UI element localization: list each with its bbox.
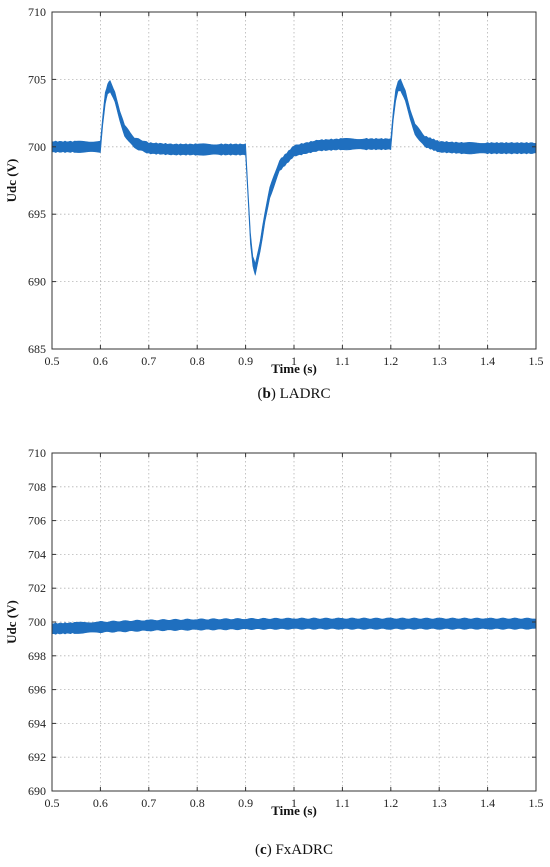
x-tick-label: 0.5 xyxy=(45,354,60,368)
x-tick-label: 1.2 xyxy=(383,796,398,810)
y-tick-label: 694 xyxy=(28,716,46,730)
series-layer xyxy=(51,617,537,635)
x-tick-label: 0.5 xyxy=(45,796,60,810)
caption-letter: c xyxy=(260,842,267,858)
y-tick-label: 702 xyxy=(28,581,46,595)
x-tick-label: 1 xyxy=(291,796,297,810)
x-tick-label: 0.9 xyxy=(238,796,253,810)
y-tick-label: 695 xyxy=(28,207,46,221)
y-tick-label: 692 xyxy=(28,750,46,764)
y-tick-label: 700 xyxy=(28,615,46,629)
y-tick-label: 706 xyxy=(28,514,46,528)
x-tick-label: 0.7 xyxy=(141,796,156,810)
x-tick-label: 0.7 xyxy=(141,354,156,368)
y-tick-label: 700 xyxy=(28,140,46,154)
y-tick-label: 710 xyxy=(28,446,46,460)
axis-ticks: 0.5 0.6 0.7 0.8 0.9 1 1.1 1.2 1.3 1.4 1.5 690 692 694… xyxy=(28,446,544,810)
y-tick-label: 698 xyxy=(28,649,46,663)
y-tick-label: 685 xyxy=(28,342,46,356)
caption-text: FxADRC xyxy=(275,842,333,858)
y-tick-label: 708 xyxy=(28,480,46,494)
caption-letter: b xyxy=(263,386,271,402)
y-tick-label: 704 xyxy=(28,547,46,561)
x-tick-label: 0.8 xyxy=(190,796,205,810)
y-axis-label: Udc (V) xyxy=(4,159,19,203)
y-tick-label: 690 xyxy=(28,275,46,289)
chart-panel-ladrc: 0.5 0.6 0.7 0.8 0.9 1 1.1 1.2 1.3 1.4 1.5 685 690 695… xyxy=(4,5,544,402)
x-tick-label: 0.6 xyxy=(93,796,108,810)
y-tick-label: 705 xyxy=(28,72,46,86)
x-tick-label: 0.8 xyxy=(190,354,205,368)
x-tick-label: 0.6 xyxy=(93,354,108,368)
y-axis-label: Udc (V) xyxy=(4,600,19,644)
panel-caption: (b) LADRC xyxy=(258,386,331,402)
caption-text: LADRC xyxy=(280,386,331,402)
x-tick-label: 0.9 xyxy=(238,354,253,368)
x-tick-label: 1.5 xyxy=(529,354,544,368)
panel-caption: (c) FxADRC xyxy=(255,842,333,858)
x-tick-label: 1.5 xyxy=(529,796,544,810)
y-tick-label: 710 xyxy=(28,5,46,19)
x-tick-label: 1.4 xyxy=(480,796,495,810)
x-tick-label: 1 xyxy=(291,354,297,368)
y-tick-label: 696 xyxy=(28,683,46,697)
x-axis-label: Time (s) xyxy=(271,361,317,376)
series-line xyxy=(51,617,537,635)
grid-lines xyxy=(52,12,536,349)
chart-panel-fxadrc: 0.5 0.6 0.7 0.8 0.9 1 1.1 1.2 1.3 1.4 1.5 690 692 694… xyxy=(4,446,544,858)
x-axis-label: Time (s) xyxy=(271,803,317,818)
x-tick-label: 1.3 xyxy=(432,796,447,810)
x-tick-label: 1.2 xyxy=(383,354,398,368)
x-tick-label: 1.3 xyxy=(432,354,447,368)
axis-ticks: 0.5 0.6 0.7 0.8 0.9 1 1.1 1.2 1.3 1.4 1.5 685 690 695… xyxy=(28,5,544,368)
x-tick-label: 1.4 xyxy=(480,354,495,368)
x-tick-label: 1.1 xyxy=(335,354,350,368)
x-tick-label: 1.1 xyxy=(335,796,350,810)
y-tick-label: 690 xyxy=(28,784,46,798)
